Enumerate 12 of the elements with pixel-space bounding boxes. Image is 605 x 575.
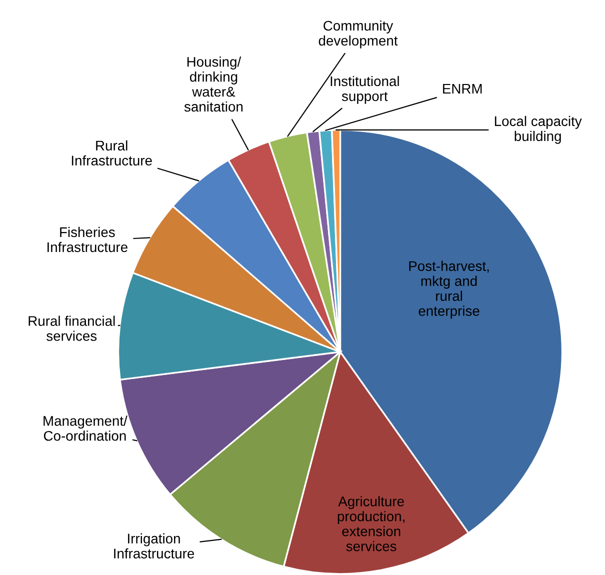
slice-label: Management/ Co-ordination xyxy=(44,416,128,441)
slice-label: Rural Infrastructure xyxy=(72,140,152,166)
slice-label: Post-harvest, mktg and rural enterprise xyxy=(409,260,489,319)
slice-label: Agriculture production, extension services xyxy=(338,496,404,552)
slice-label: Housing/ drinking water& sanitation xyxy=(184,56,243,112)
slice-label: Rural financial services xyxy=(28,316,115,341)
slice-label: Community development xyxy=(318,20,398,48)
slice-label: Fisheries Infrastructure xyxy=(48,226,128,252)
slice-label: Local capacity building xyxy=(494,116,582,144)
slice-label: ENRM xyxy=(443,84,482,94)
slice-label: Irrigation Infrastructure xyxy=(114,533,194,558)
slice-label: Institutional support xyxy=(330,76,399,104)
